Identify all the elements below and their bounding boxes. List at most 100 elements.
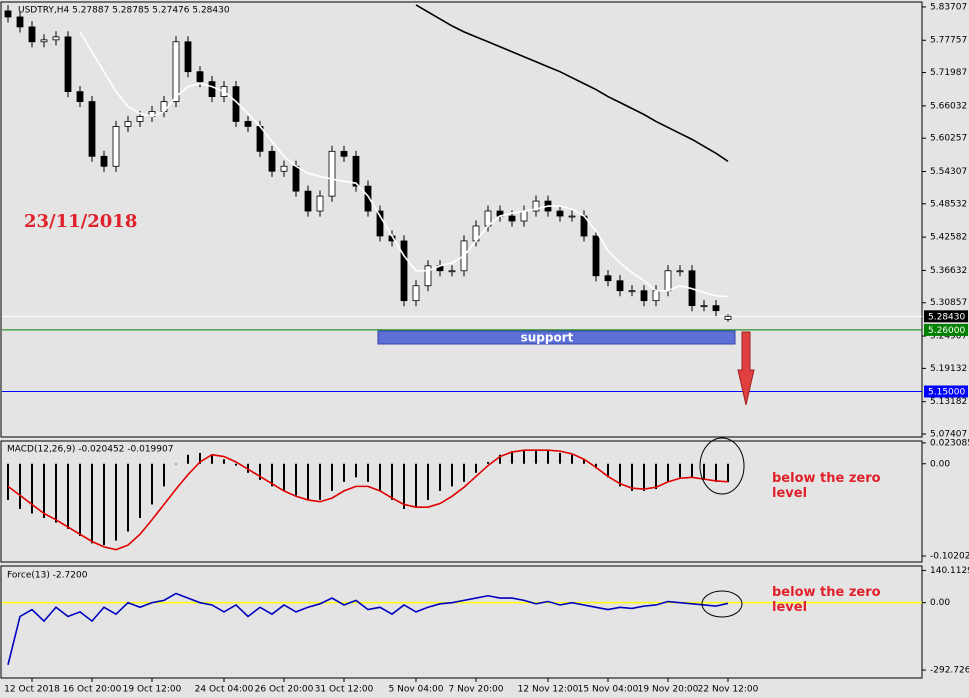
macd-bar bbox=[127, 463, 129, 532]
macd-bar bbox=[103, 463, 105, 546]
candle-body bbox=[508, 215, 516, 222]
candle-body bbox=[28, 26, 36, 43]
x-tick-label: 19 Oct 12:00 bbox=[123, 685, 182, 695]
candle-body bbox=[100, 155, 108, 167]
macd-bar bbox=[79, 463, 81, 537]
macd-bar bbox=[367, 463, 369, 482]
candle-body bbox=[664, 270, 672, 292]
x-tick-label: 19 Nov 20:00 bbox=[638, 685, 699, 695]
macd-bar bbox=[643, 463, 645, 491]
x-tick-label: 16 Oct 20:00 bbox=[63, 685, 122, 695]
macd-bar bbox=[535, 449, 537, 464]
macd-bar bbox=[211, 454, 213, 464]
candle-body bbox=[448, 270, 456, 273]
candle-body bbox=[184, 41, 192, 73]
candle-body bbox=[268, 150, 276, 172]
candle-body bbox=[136, 116, 144, 122]
candle-body bbox=[76, 91, 84, 102]
y-tick-label: 5.77757 bbox=[930, 36, 967, 46]
y-tick-label: 5.71987 bbox=[930, 68, 967, 78]
macd-bar bbox=[187, 454, 189, 464]
macd-bar bbox=[283, 463, 285, 491]
date-annotation: 23/11/2018 bbox=[24, 211, 137, 232]
price-tag-label: 5.28430 bbox=[928, 312, 965, 322]
candle-body bbox=[628, 290, 636, 293]
candle-body bbox=[568, 215, 576, 218]
y-tick-label: 5.07407 bbox=[930, 429, 967, 439]
support-label: support bbox=[521, 331, 574, 345]
candle-body bbox=[652, 290, 660, 302]
macd-title: MACD(12,26,9) -0.020452 -0.019907 bbox=[7, 445, 173, 455]
candle-body bbox=[304, 190, 312, 212]
y-tick-label: 140.1129 bbox=[930, 566, 969, 576]
candle-body bbox=[676, 270, 684, 273]
x-tick-label: 12 Nov 12:00 bbox=[518, 685, 579, 695]
macd-bar bbox=[271, 463, 273, 487]
chart-title: USDTRY,H4 5.27887 5.28785 5.27476 5.2843… bbox=[18, 6, 230, 16]
y-tick-label: 5.36632 bbox=[930, 266, 967, 276]
macd-bar bbox=[451, 463, 453, 487]
y-tick-label: 5.19132 bbox=[930, 364, 967, 374]
macd-bar bbox=[403, 463, 405, 509]
macd-bar bbox=[163, 463, 165, 487]
macd-bar bbox=[43, 463, 45, 518]
y-tick-label: 0.023085 bbox=[930, 438, 969, 448]
macd-bar bbox=[571, 454, 573, 464]
candle-body bbox=[172, 41, 180, 102]
macd-bar bbox=[559, 452, 561, 464]
candle-body bbox=[604, 275, 612, 282]
macd-bar bbox=[415, 463, 417, 508]
macd-bar bbox=[7, 463, 9, 500]
macd-bar bbox=[223, 459, 225, 464]
candle-body bbox=[40, 39, 48, 43]
indicator-line bbox=[7, 449, 729, 551]
force-annotation: below the zero level bbox=[772, 585, 881, 615]
candle-body bbox=[112, 126, 120, 167]
candle-body bbox=[124, 121, 132, 127]
x-tick-label: 15 Nov 04:00 bbox=[578, 685, 639, 695]
macd-bar bbox=[595, 463, 597, 469]
macd-bar bbox=[175, 463, 177, 465]
candle-body bbox=[700, 305, 708, 308]
macd-bar bbox=[475, 463, 477, 473]
candle-body bbox=[352, 155, 360, 187]
candle-body bbox=[244, 121, 252, 127]
y-tick-label: 5.42582 bbox=[930, 233, 967, 243]
macd-bar bbox=[703, 463, 705, 481]
candle-body bbox=[208, 81, 216, 97]
y-tick-label: 5.54307 bbox=[930, 167, 967, 177]
macd-bar bbox=[427, 463, 429, 500]
candle-body bbox=[292, 165, 300, 192]
macd-bar bbox=[679, 463, 681, 478]
candle-body bbox=[364, 185, 372, 212]
y-tick-label: 5.24907 bbox=[930, 332, 967, 342]
macd-bar bbox=[139, 463, 141, 518]
macd-bar bbox=[583, 459, 585, 464]
highlight-circle bbox=[699, 437, 745, 495]
macd-bar bbox=[667, 463, 669, 482]
candle-body bbox=[616, 280, 624, 292]
macd-bar bbox=[487, 461, 489, 464]
indicator-line bbox=[415, 4, 729, 162]
macd-bar bbox=[19, 463, 21, 509]
indicator-line bbox=[79, 31, 729, 298]
candle-body bbox=[340, 150, 348, 157]
candle-body bbox=[592, 235, 600, 277]
macd-bar bbox=[55, 463, 57, 523]
down-arrow bbox=[737, 331, 755, 406]
price-tag-label: 5.26000 bbox=[928, 326, 965, 336]
price-tag-label: 5.15000 bbox=[928, 387, 965, 397]
candle-body bbox=[520, 210, 528, 222]
candle-body bbox=[64, 36, 72, 93]
candle-body bbox=[712, 305, 720, 312]
y-tick-label: 5.48532 bbox=[930, 199, 967, 209]
candle-body bbox=[556, 210, 564, 217]
macd-bar bbox=[259, 463, 261, 481]
macd-bar bbox=[235, 463, 237, 466]
price-tag bbox=[924, 385, 968, 398]
y-tick-label: 5.83707 bbox=[930, 2, 967, 12]
x-tick-label: 24 Oct 04:00 bbox=[195, 685, 254, 695]
macd-bar bbox=[151, 463, 153, 505]
price-tag bbox=[924, 310, 968, 323]
